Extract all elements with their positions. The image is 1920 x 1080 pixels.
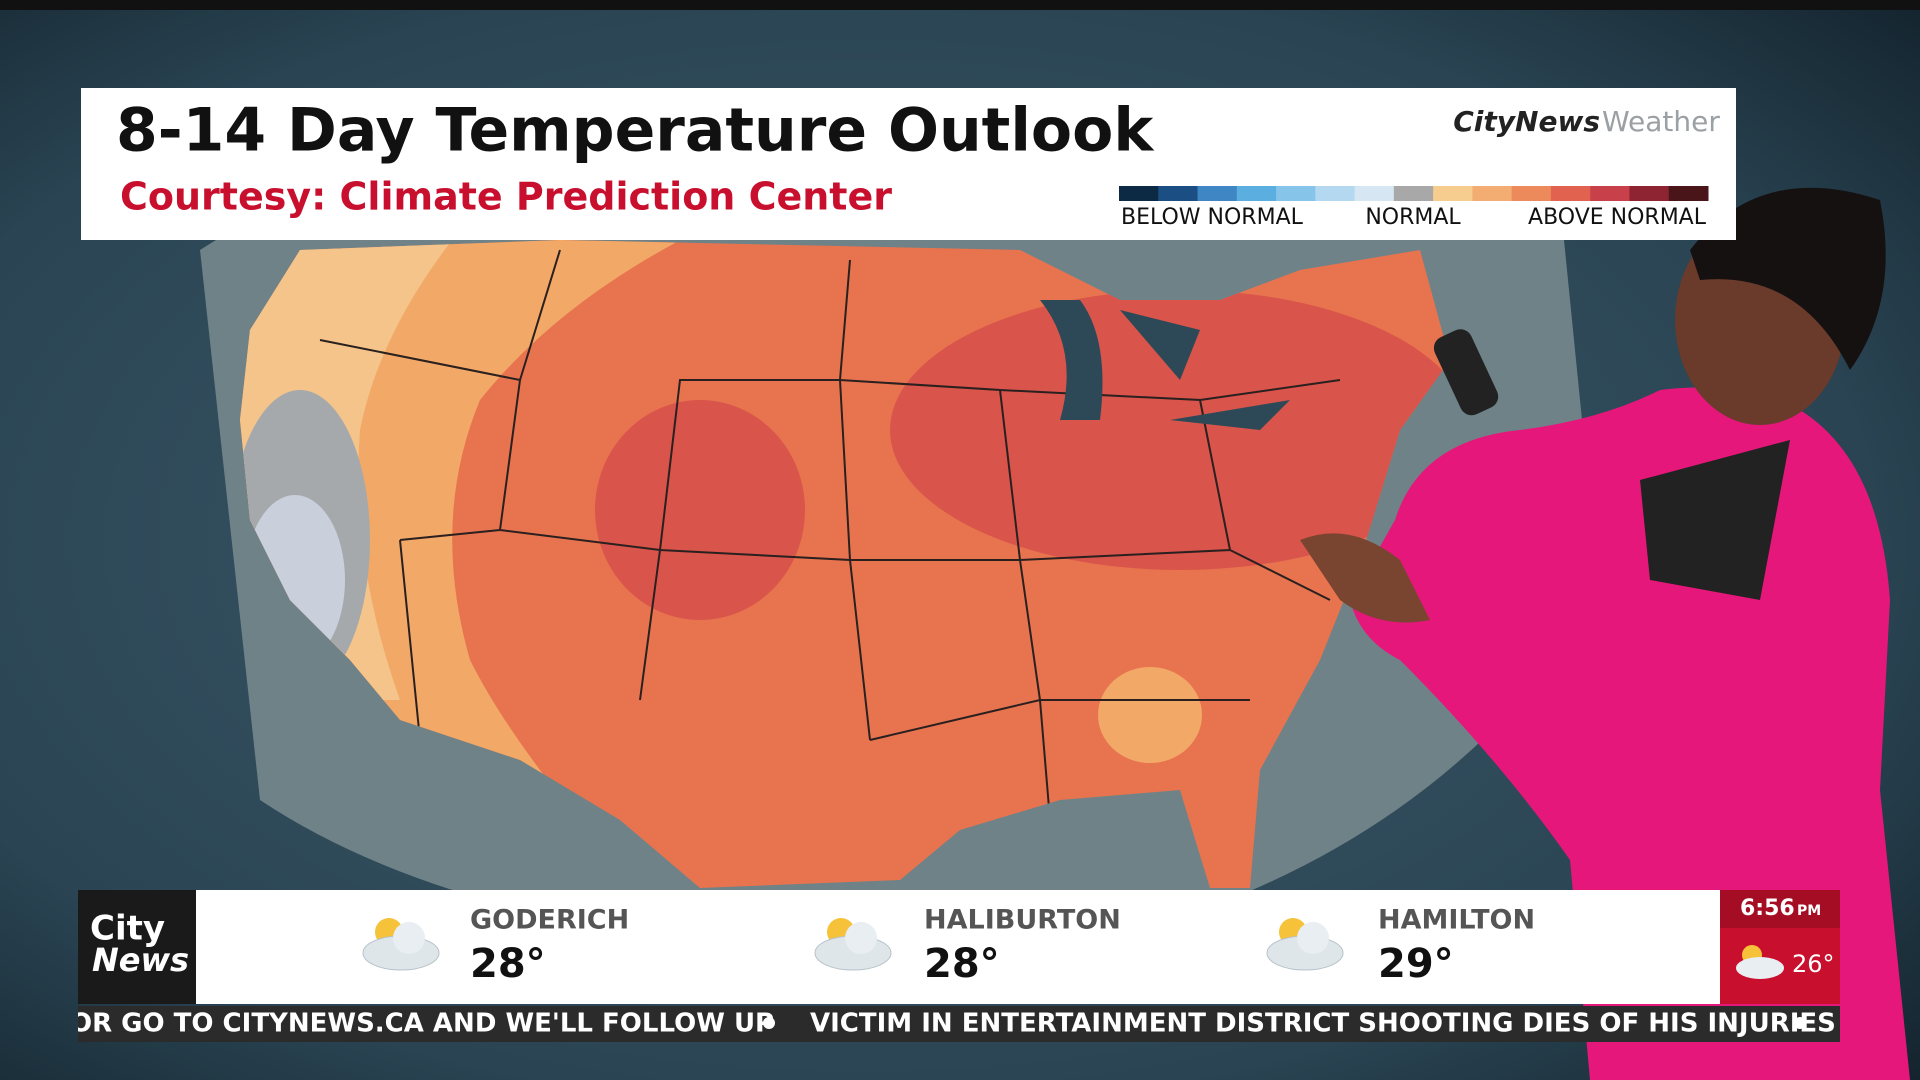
weather-icon — [814, 918, 892, 971]
slight-zone — [1098, 667, 1202, 763]
ticker: OR GO TO CITYNEWS.CA AND WE'LL FOLLOW UP… — [70, 1009, 1836, 1039]
legend-swatch — [1119, 186, 1159, 201]
subtitle: Courtesy: Climate Prediction Center — [120, 175, 892, 219]
weather-items: GODERICH 28° HALIBURTON 28° HAMILTON 29° — [362, 905, 1535, 987]
clock-time: 6:56 — [1740, 896, 1795, 921]
ticker-item: OR GO TO CITYNEWS.CA AND WE'LL FOLLOW UP — [70, 1009, 774, 1039]
city-name: GODERICH — [470, 905, 629, 936]
presenter-top — [1640, 440, 1790, 600]
clicker — [1433, 329, 1499, 416]
legend-swatch — [1276, 186, 1316, 201]
ticker-item: VICTIM IN ENTERTAINMENT DISTRICT SHOOTIN… — [810, 1009, 1836, 1039]
cloud — [1297, 922, 1329, 954]
legend-bar — [1119, 186, 1709, 201]
header-panel — [81, 88, 1736, 240]
legend-label: BELOW NORMAL — [1121, 205, 1304, 230]
top-edge — [0, 0, 1920, 10]
ticker-bar — [78, 1006, 1840, 1042]
presenter-hand — [1300, 533, 1430, 623]
clock-suffix: PM — [1797, 903, 1821, 919]
clock-icon — [1736, 945, 1784, 979]
cloud — [393, 922, 425, 954]
city-name: HAMILTON — [1378, 905, 1535, 936]
legend-label: ABOVE NORMAL — [1528, 205, 1707, 230]
legend-swatch — [1629, 186, 1670, 201]
legend-swatch — [1668, 186, 1709, 201]
legend-swatch — [1315, 186, 1356, 201]
logo-text: City — [90, 909, 165, 949]
clock-header — [1720, 890, 1840, 928]
logo-text: News — [92, 941, 189, 979]
legend-swatch — [1433, 186, 1473, 201]
presenter-hair — [1690, 187, 1886, 370]
clock-temp: 26° — [1792, 950, 1835, 978]
strong-zone — [595, 400, 805, 620]
ticker-dot — [763, 1017, 775, 1029]
ticker-dot — [1794, 1017, 1806, 1029]
legend-swatch — [1511, 186, 1552, 201]
logo-box — [78, 890, 196, 1004]
brand-product: Weather — [1602, 105, 1720, 138]
legend-swatch — [1550, 186, 1591, 201]
weather-icon — [362, 918, 440, 971]
legend-label: NORMAL — [1365, 205, 1461, 230]
legend-swatch — [1158, 186, 1199, 201]
state-borders — [319, 249, 1341, 821]
cloud — [845, 922, 877, 954]
weather-panel — [196, 890, 1720, 1004]
city-temp: 29° — [1378, 941, 1454, 987]
legend-swatch — [1393, 186, 1434, 201]
legend-swatch — [1236, 186, 1277, 201]
legend-swatch — [1197, 186, 1238, 201]
brand-name: CityNews — [1453, 105, 1600, 138]
legend-swatch — [1590, 186, 1630, 201]
strong-zone — [890, 290, 1450, 570]
great-lakes — [1040, 300, 1290, 430]
legend-swatch — [1472, 186, 1513, 201]
city-temp: 28° — [470, 941, 546, 987]
city-temp: 28° — [924, 941, 1000, 987]
title: 8-14 Day Temperature Outlook — [116, 96, 1155, 166]
city-name: HALIBURTON — [924, 905, 1121, 936]
legend-swatch — [1354, 186, 1395, 201]
weather-icon — [1266, 918, 1344, 971]
